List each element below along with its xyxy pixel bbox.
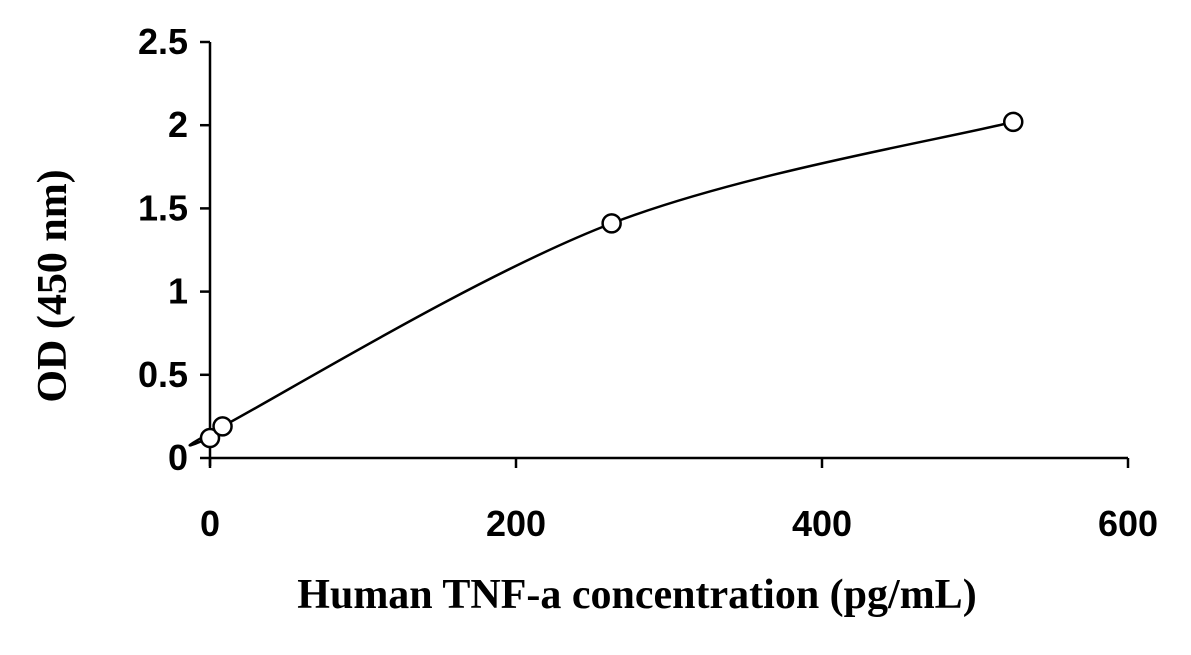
data-point (601, 213, 622, 234)
ticks (200, 40, 1130, 468)
data-point (212, 416, 233, 437)
y-tick-label: 0.5 (138, 354, 188, 395)
y-tick-label: 1.5 (138, 187, 188, 228)
x-tick-label: 600 (1098, 503, 1158, 544)
x-tick-label: 0 (200, 503, 220, 544)
data-point (1003, 111, 1024, 133)
y-axis-label: OD (450 nm) (30, 169, 76, 402)
x-axis-label: Human TNF-a concentration (pg/mL) (297, 572, 976, 618)
x-tick-label: 400 (792, 503, 852, 544)
data-point (199, 427, 221, 449)
x-tick-label: 200 (486, 503, 546, 544)
y-tick-label: 2.5 (138, 21, 188, 62)
axes (208, 42, 1128, 466)
points-layer (199, 111, 1024, 449)
y-tick-label: 2 (168, 104, 188, 145)
y-tick-label: 1 (168, 271, 188, 312)
y-tick-label: 0 (168, 437, 188, 478)
trendline (188, 120, 1014, 447)
tick-labels: 0 0.5 1 1.5 2 2.5 0 200 400 600 (138, 21, 1158, 544)
curve-layer (188, 120, 1014, 447)
